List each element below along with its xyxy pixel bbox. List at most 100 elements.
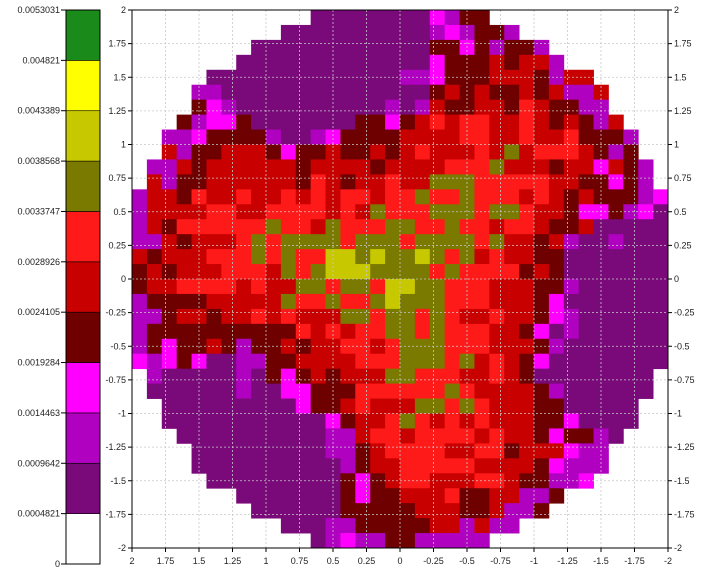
heatmap-cell [548, 458, 565, 474]
heatmap-cell [295, 413, 312, 429]
heatmap-cell [504, 488, 520, 504]
heatmap-cell [608, 428, 624, 444]
heatmap-cell [161, 159, 178, 175]
heatmap-cell [429, 249, 446, 265]
heatmap-cell [414, 398, 431, 414]
heatmap-cell [638, 323, 654, 340]
heatmap-cell [444, 114, 460, 130]
heatmap-cell [414, 99, 431, 116]
heatmap-cell [608, 174, 624, 190]
heatmap-cell [563, 174, 580, 190]
heatmap-cell [236, 84, 252, 101]
heatmap-cell [623, 234, 639, 250]
colorbar [65, 9, 101, 565]
heatmap-cell [444, 129, 460, 145]
heatmap-cell [578, 413, 594, 429]
y-tick-label-right: 1.75 [674, 39, 692, 49]
heatmap-cell [489, 144, 505, 160]
heatmap-cell [429, 189, 446, 205]
heatmap-cell [519, 428, 535, 444]
heatmap-cell [310, 279, 326, 295]
heatmap-cell [534, 353, 550, 370]
y-tick-label-right: 0.25 [674, 240, 692, 250]
heatmap-cell [400, 84, 416, 101]
heatmap-cell [519, 353, 535, 370]
heatmap-cell [429, 323, 446, 340]
heatmap-cell [459, 24, 475, 41]
heatmap-cell [653, 323, 669, 340]
heatmap-cell [280, 24, 297, 41]
heatmap-cell [608, 234, 624, 250]
heatmap-cell [534, 219, 550, 235]
heatmap-cell [414, 264, 431, 280]
heatmap-cell [578, 159, 594, 175]
colorbar-segment [65, 160, 101, 212]
heatmap-cell [623, 174, 639, 190]
heatmap-cell [251, 443, 267, 459]
heatmap-cell [400, 10, 416, 26]
heatmap-cell [519, 174, 535, 190]
heatmap-cell [459, 308, 475, 325]
heatmap-cell [519, 99, 535, 116]
heatmap-cell [519, 144, 535, 160]
heatmap-cell [400, 443, 416, 459]
heatmap-cell [623, 398, 639, 414]
heatmap-cell [236, 264, 252, 280]
heatmap-cell [146, 353, 163, 370]
heatmap-cell [266, 308, 282, 325]
heatmap-cell [206, 368, 222, 385]
heatmap-cell [251, 383, 267, 399]
heatmap-cell [444, 323, 460, 340]
heatmap-cell [489, 323, 505, 340]
heatmap-cell [161, 308, 178, 325]
heatmap-cell [161, 368, 178, 385]
heatmap-cell [563, 84, 580, 101]
heatmap-cell [295, 383, 312, 399]
heatmap-cell [251, 308, 267, 325]
heatmap-cell [474, 234, 490, 250]
heatmap-cell [474, 338, 490, 355]
heatmap-cell [251, 293, 267, 310]
heatmap-cell [340, 443, 356, 459]
heatmap-cell [340, 323, 356, 340]
heatmap-cell [325, 533, 341, 549]
heatmap-cell [251, 114, 267, 130]
heatmap-cell [206, 413, 222, 429]
heatmap-cell [132, 204, 148, 220]
heatmap-cell [310, 129, 326, 145]
colorbar-segment [65, 513, 101, 565]
heatmap-cell [161, 264, 178, 280]
heatmap-cell [221, 189, 237, 205]
heatmap-cell [146, 159, 163, 175]
heatmap-cell [474, 398, 490, 414]
heatmap-cell [355, 99, 371, 116]
heatmap-cell [489, 234, 505, 250]
heatmap-cell [400, 174, 416, 190]
heatmap-cell [593, 84, 609, 101]
heatmap-cell [355, 114, 371, 130]
heatmap-cell [474, 69, 490, 86]
heatmap-cell [280, 458, 297, 474]
heatmap-cell [251, 279, 267, 295]
heatmap-cell [444, 99, 460, 116]
heatmap-cell [266, 99, 282, 116]
heatmap-cell [266, 503, 282, 519]
heatmap-cell [534, 323, 550, 340]
heatmap-cell [400, 234, 416, 250]
heatmap-cell [444, 458, 460, 474]
heatmap-cell [251, 428, 267, 444]
heatmap-cell [459, 189, 475, 205]
heatmap-cell [310, 308, 326, 325]
heatmap-cell [414, 54, 431, 71]
heatmap-cell [310, 503, 326, 519]
heatmap-cell [400, 24, 416, 41]
heatmap-cell [414, 308, 431, 325]
heatmap-cell [325, 413, 341, 429]
heatmap-cell [191, 129, 207, 145]
heatmap-cell [280, 264, 297, 280]
heatmap-cell [534, 413, 550, 429]
heatmap-cell [414, 159, 431, 175]
heatmap-cell [161, 383, 178, 399]
heatmap-cell [638, 189, 654, 205]
heatmap-cell [429, 458, 446, 474]
